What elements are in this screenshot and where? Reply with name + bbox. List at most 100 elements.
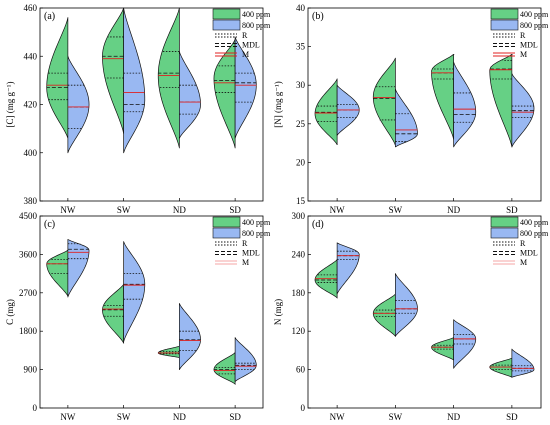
violin-half-400ppm [157,7,180,149]
panel-c: 0 900 1800 2700 3600 4500 C (mg) (c) NW SW ND SD 400… [5,211,271,422]
violin-half-800ppm [179,51,201,139]
y-tick-label: 1800 [19,326,38,336]
y-tick-label: 400 [24,148,38,158]
x-tick-label: SD [506,412,518,422]
violin-half-800ppm [395,273,418,337]
legend-label-m: M [242,50,249,59]
legend-label-400ppm: 400 ppm [520,10,549,19]
y-tick-label: 0 [301,403,306,413]
y-tick-label: 25 [296,119,306,129]
legend-label-mdl: MDL [520,249,538,258]
x-tick-label: SD [506,205,518,215]
y-tick-label: 35 [296,42,306,52]
x-tick-label: NW [60,205,75,215]
panel-b: 15 20 25 30 35 40 [N] (mg g⁻¹) (b) NW SW ND SD 400 p… [273,3,549,215]
violin-half-800ppm [395,88,418,148]
legend-label-800ppm: 800 ppm [242,21,271,30]
legend-label-mdl: MDL [242,41,260,50]
violin-half-400ppm [372,293,397,337]
y-tick-label: 40 [296,3,306,13]
violin-half-400ppm [102,283,125,344]
legend-swatch-800ppm [212,19,241,31]
y-tick-label: 380 [24,196,38,206]
x-tick-label: SD [229,205,241,215]
x-tick-label: NW [330,412,345,422]
x-tick-label: SW [117,412,131,422]
violin-half-800ppm [123,7,146,154]
x-tick-label: SD [229,412,241,422]
legend-swatch-400ppm [212,216,241,228]
violin-half-800ppm [123,241,146,343]
legend-label-mdl: MDL [242,249,260,258]
violin-half-800ppm [511,73,535,148]
legend-label-800ppm: 800 ppm [520,21,549,30]
violin-half-800ppm [234,337,257,382]
y-axis-label: N (mg) [273,299,283,325]
violin-half-800ppm [234,36,257,139]
violin-half-800ppm [67,239,90,298]
violin-half-400ppm [489,357,513,378]
violin-half-400ppm [157,345,180,358]
violin-half-400ppm [314,78,338,145]
legend-swatch-800ppm [212,227,241,239]
panel-label: (b) [312,11,324,22]
legend-swatch-800ppm [490,19,519,31]
panel-label: (d) [312,219,324,230]
y-tick-label: 240 [292,249,306,259]
violin-half-400ppm [46,17,69,139]
violin-half-800ppm [453,319,477,369]
y-tick-label: 15 [296,196,306,206]
legend-label-mdl: MDL [520,41,538,50]
violin-half-800ppm [179,303,201,370]
x-tick-label: NW [330,205,345,215]
x-tick-label: ND [447,205,460,215]
violin-half-400ppm [46,249,70,297]
y-tick-label: 120 [292,326,306,336]
panel-label: (a) [44,11,55,22]
y-tick-label: 30 [296,80,306,90]
y-tick-label: 460 [24,3,38,13]
y-tick-label: 180 [292,288,306,298]
y-axis-label: [C] (mg g⁻¹) [5,82,15,128]
legend-label-r: R [242,31,248,40]
legend-label-r: R [520,239,526,248]
violin-half-400ppm [431,53,455,140]
violin-half-800ppm [511,348,535,378]
y-tick-label: 440 [24,51,38,61]
y-tick-label: 900 [24,365,38,375]
legend-label-400ppm: 400 ppm [520,218,549,227]
legend-label-400ppm: 400 ppm [242,218,271,227]
legend-label-800ppm: 800 ppm [520,229,549,238]
legend-swatch-400ppm [490,8,519,20]
violin-half-400ppm [489,53,514,148]
x-tick-label: NW [60,412,75,422]
x-tick-label: SW [117,205,131,215]
legend-label-m: M [520,50,527,59]
legend-label-m: M [520,258,527,267]
violin-half-800ppm [453,61,477,148]
x-tick-label: ND [447,412,460,422]
y-tick-label: 4500 [19,211,38,221]
violin-half-800ppm [336,242,360,295]
plot-frame [307,7,542,202]
violin-half-400ppm [431,337,455,361]
violin-half-400ppm [102,7,125,134]
y-tick-label: 20 [296,157,306,167]
legend-swatch-400ppm [212,8,241,20]
legend-label-r: R [520,31,526,40]
y-tick-label: 300 [292,211,306,221]
legend-swatch-400ppm [490,216,519,228]
y-axis-label: [N] (mg g⁻¹) [273,81,283,127]
y-tick-label: 0 [33,403,38,413]
x-tick-label: SW [389,205,403,215]
legend-label-r: R [242,239,248,248]
legend-swatch-800ppm [490,227,519,239]
y-axis-label: C (mg) [5,299,15,325]
x-tick-label: ND [173,412,186,422]
plot-frame [307,215,542,409]
legend-label-m: M [242,258,249,267]
legend-label-800ppm: 800 ppm [242,229,271,238]
